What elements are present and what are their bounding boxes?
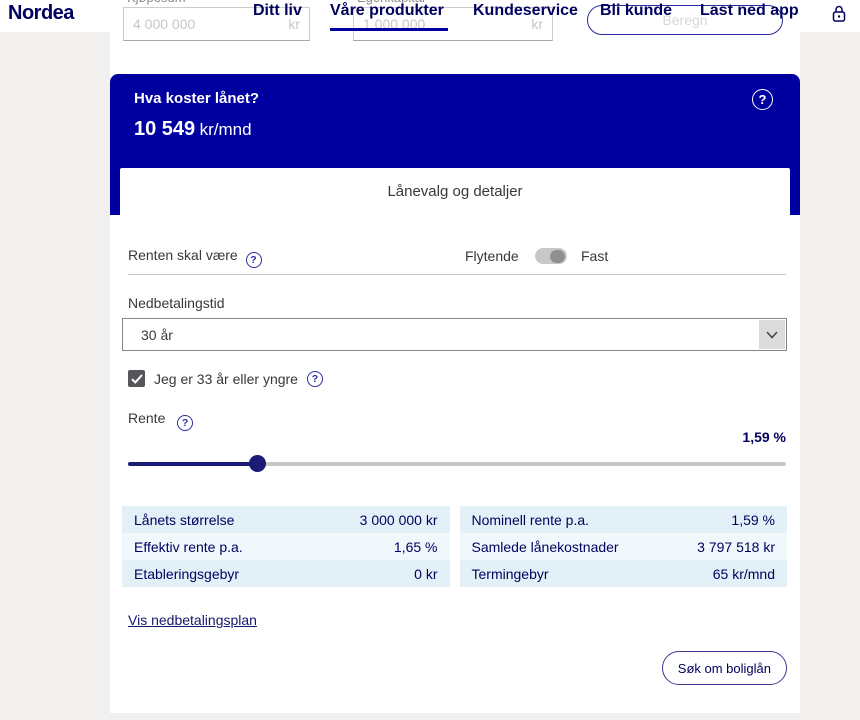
login-lock-icon[interactable] <box>830 4 848 24</box>
result-panel: Hva koster lånet? 10 549 kr/mnd ? Låneva… <box>110 74 800 215</box>
chevron-down-icon <box>759 320 785 349</box>
help-icon[interactable]: ? <box>752 89 773 110</box>
purchase-price-suffix: kr <box>288 16 300 32</box>
row-value: 1,59 % <box>731 511 775 528</box>
section-divider <box>128 274 786 275</box>
table-row: Effektiv rente p.a. 1,65 % <box>122 533 450 560</box>
result-panel-title: Hva koster lånet? <box>134 90 260 107</box>
tab-loan-options[interactable]: Lånevalg og detaljer <box>120 168 790 215</box>
rate-type-toggle[interactable] <box>535 248 567 264</box>
table-row: Samlede lånekostnader 3 797 518 kr <box>459 533 787 560</box>
table-row: Etableringsgebyr 0 kr <box>122 560 450 587</box>
row-label: Etableringsgebyr <box>134 565 240 582</box>
rate-type-row: Renten skal være ? Flytende Fast <box>128 247 786 268</box>
rate-value: 1,59 % <box>742 429 786 445</box>
toggle-option-flytende[interactable]: Flytende <box>465 248 519 264</box>
monthly-cost-unit: kr/mnd <box>199 120 252 139</box>
calculate-button[interactable]: Beregn <box>587 5 783 35</box>
active-nav-underline <box>330 28 448 31</box>
equity-suffix: kr <box>531 16 543 32</box>
slider-fill <box>128 462 258 466</box>
slider-handle[interactable] <box>249 455 266 472</box>
row-value: 65 kr/mnd <box>712 565 775 582</box>
loan-calculator-card: Kjøpesum 4 000 000 kr Egenkapital 1 000 … <box>110 0 800 713</box>
age-checkbox[interactable] <box>128 370 145 387</box>
rate-slider[interactable] <box>128 455 786 472</box>
rate-help-icon[interactable]: ? <box>177 415 194 431</box>
slider-track <box>128 462 786 466</box>
loan-summary-table: Lånets størrelse 3 000 000 kr Effektiv r… <box>122 506 787 587</box>
purchase-price-label: Kjøpesum <box>127 0 186 5</box>
term-select[interactable]: 30 år <box>122 318 787 351</box>
toggle-knob <box>550 249 565 263</box>
nav-item-kundeservice[interactable]: Kundeservice <box>473 2 578 19</box>
repayment-plan-link[interactable]: Vis nedbetalingsplan <box>128 612 257 628</box>
equity-input[interactable]: 1 000 000 kr <box>353 7 553 41</box>
monthly-cost-amount: 10 549 <box>134 118 196 140</box>
row-value: 0 kr <box>414 565 438 582</box>
age-checkbox-row: Jeg er 33 år eller yngre ? <box>128 370 323 387</box>
row-label: Samlede lånekostnader <box>471 538 619 555</box>
term-select-value: 30 år <box>141 326 173 343</box>
row-value: 1,65 % <box>393 538 438 555</box>
main-navigation: Nordea Ditt liv Våre produkter Kundeserv… <box>0 0 860 34</box>
row-value: 3 797 518 kr <box>697 538 775 555</box>
nordea-logo[interactable]: Nordea <box>8 2 74 24</box>
term-label: Nedbetalingstid <box>128 295 225 311</box>
table-row: Lånets størrelse 3 000 000 kr <box>122 506 450 533</box>
rate-type-help-icon[interactable]: ? <box>245 252 262 268</box>
purchase-price-input[interactable]: 4 000 000 kr <box>123 7 310 41</box>
table-row: Nominell rente p.a. 1,59 % <box>459 506 787 533</box>
apply-loan-button[interactable]: Søk om boliglån <box>661 651 787 685</box>
nav-item-ditt-liv[interactable]: Ditt liv <box>253 2 302 19</box>
table-row: Termingebyr 65 kr/mnd <box>459 560 787 587</box>
nav-item-last-ned-app[interactable]: Last ned app <box>700 2 799 19</box>
row-label: Lånets størrelse <box>134 511 235 528</box>
summary-right-column: Nominell rente p.a. 1,59 % Samlede lånek… <box>459 506 787 587</box>
row-label: Effektiv rente p.a. <box>134 538 243 555</box>
equity-label: Egenkapital <box>357 0 425 5</box>
rate-label: Rente ? <box>128 410 194 431</box>
row-value: 3 000 000 kr <box>359 511 438 528</box>
purchase-price-value: 4 000 000 <box>133 16 196 32</box>
monthly-cost: 10 549 kr/mnd <box>134 118 252 141</box>
nav-item-bli-kunde[interactable]: Bli kunde <box>600 2 673 19</box>
rate-row: Rente ? <box>128 410 194 431</box>
summary-left-column: Lånets størrelse 3 000 000 kr Effektiv r… <box>122 506 450 587</box>
toggle-option-fast[interactable]: Fast <box>581 248 609 264</box>
nav-item-vare-produkter[interactable]: Våre produkter <box>330 2 444 19</box>
age-checkbox-label: Jeg er 33 år eller yngre <box>154 370 298 387</box>
age-help-icon[interactable]: ? <box>306 370 323 387</box>
row-label: Nominell rente p.a. <box>471 511 590 528</box>
rate-type-label: Renten skal være ? <box>128 247 262 268</box>
row-label: Termingebyr <box>471 565 549 582</box>
